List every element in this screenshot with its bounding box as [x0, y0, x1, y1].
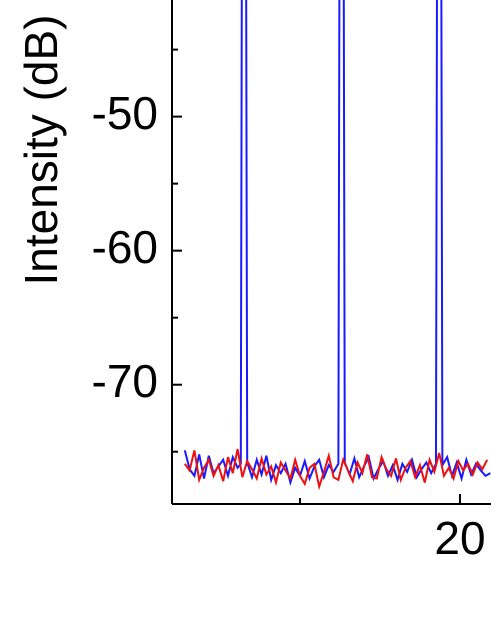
y-tick-label: -70	[92, 355, 158, 407]
y-tick-label: -40	[92, 0, 158, 5]
series-line	[183, 448, 489, 491]
plot-area	[183, 0, 491, 491]
y-axis-label: Intensity (dB)	[15, 15, 67, 286]
series-line	[183, 0, 491, 487]
y-tick-label: -50	[92, 87, 158, 139]
x-tick-label: 20	[434, 512, 485, 564]
y-tick-label: -60	[92, 221, 158, 273]
